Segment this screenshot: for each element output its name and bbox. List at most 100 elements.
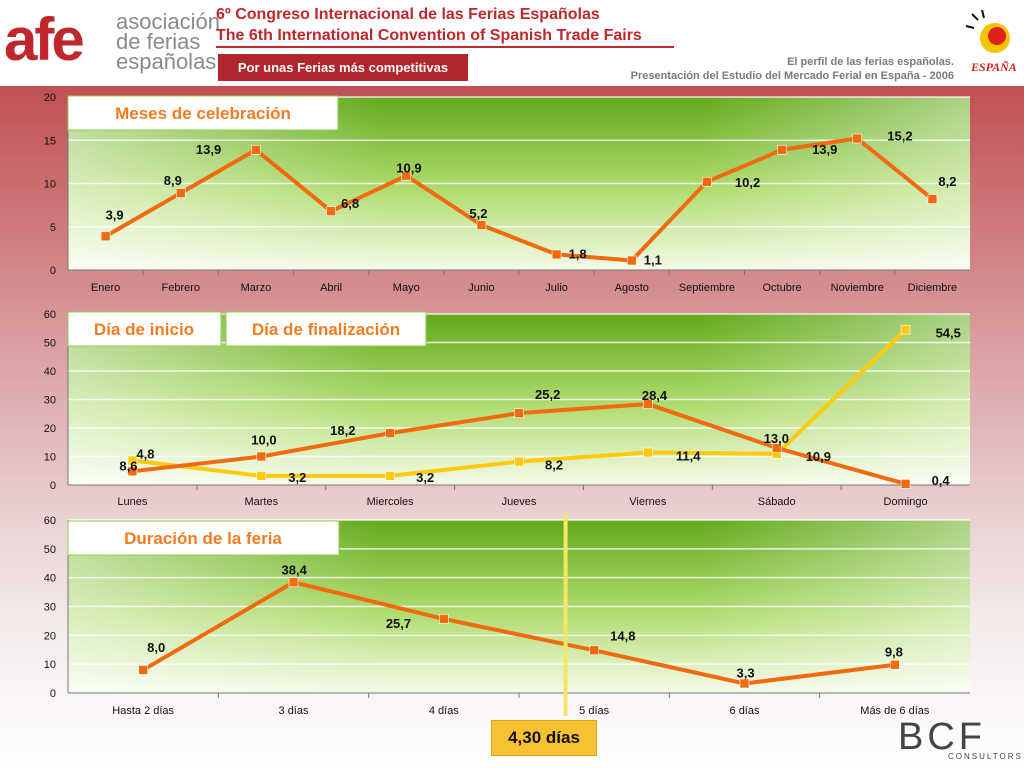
y-tick-label: 60	[44, 309, 56, 321]
bcf-logo-sub: CONSULTORS	[948, 752, 1023, 761]
bcf-logo: BCF CONSULTORS	[896, 716, 1021, 764]
sun-core-icon	[988, 27, 1006, 45]
x-tick-label: 3 días	[279, 705, 309, 716]
espana-logo: ESPAÑA	[965, 9, 1017, 74]
bcf-logo-text: BCF	[898, 716, 986, 758]
y-tick-label: 20	[44, 423, 56, 435]
data-point	[771, 443, 782, 453]
x-tick-label: Más de 6 días	[860, 705, 930, 716]
data-point	[401, 170, 412, 181]
y-tick-label: 30	[44, 395, 56, 407]
legend-inicio-box: Día de inicio	[67, 311, 222, 347]
y-tick-label: 0	[50, 480, 56, 492]
x-tick-label: Mayo	[393, 282, 420, 294]
data-label: 8,0	[147, 640, 165, 655]
x-tick-label: Diciembre	[908, 282, 958, 294]
x-tick-label: Septiembre	[679, 282, 735, 294]
chart-title-duracion: Duración de la feria	[124, 529, 282, 548]
legend-finalizacion: Día de finalización	[252, 320, 400, 339]
data-point	[256, 451, 267, 462]
title-underline	[216, 46, 674, 48]
x-tick-label: Viernes	[629, 496, 667, 508]
x-tick-label: Martes	[244, 496, 278, 508]
data-label: 25,2	[535, 387, 560, 402]
average-duration-badge: 4,30 días	[491, 720, 597, 756]
data-point	[900, 324, 911, 335]
presentation-subtitle-2: Presentación del Estudio del Mercado Fer…	[630, 70, 954, 82]
logo-line-3: españolas	[116, 49, 217, 74]
afe-logo: afe	[4, 6, 85, 73]
data-label: 13,0	[764, 431, 789, 446]
data-label: 3,3	[737, 665, 755, 680]
y-tick-label: 0	[50, 265, 56, 277]
afe-logo-text: asociación de ferias españolas	[116, 9, 220, 74]
series-line	[142, 580, 896, 686]
x-tick-label: Jueves	[502, 496, 537, 508]
x-tick-label: Agosto	[615, 282, 649, 294]
data-label: 8,6	[119, 458, 137, 473]
x-tick-label: Octubre	[763, 282, 802, 294]
data-label: 0,4	[932, 473, 951, 488]
data-point	[138, 665, 148, 675]
x-tick-label: Febrero	[161, 282, 200, 294]
data-point	[589, 645, 599, 656]
data-point	[643, 447, 653, 458]
data-label: 1,1	[644, 252, 662, 267]
data-label: 10,9	[396, 161, 421, 176]
y-tick-label: 50	[44, 338, 56, 350]
x-tick-label: Enero	[91, 282, 120, 294]
espana-logo-text: ESPAÑA	[970, 60, 1017, 74]
y-tick-label: 5	[50, 222, 56, 234]
data-label: 10,2	[735, 175, 760, 190]
x-tick-label: Sábado	[758, 496, 796, 508]
data-point	[514, 456, 524, 467]
x-tick-label: Domingo	[884, 496, 928, 508]
data-point	[326, 206, 336, 216]
data-label: 3,2	[288, 470, 306, 485]
x-tick-label: 4 días	[429, 705, 459, 716]
data-point	[385, 471, 395, 481]
data-point	[288, 577, 299, 588]
data-label: 13,9	[196, 142, 221, 157]
charts-area: 0 5 10 15 20 Enero Febrero Marzo Abril Mayo Junio J…	[44, 92, 970, 716]
y-tick-label: 30	[44, 602, 56, 614]
data-label: 25,7	[386, 616, 411, 631]
data-point	[127, 455, 138, 466]
data-point	[514, 408, 524, 418]
x-tick-label: Julio	[545, 282, 568, 294]
data-point	[702, 176, 712, 187]
y-tick-label: 0	[50, 688, 56, 700]
x-tick-label: Abril	[320, 282, 342, 294]
data-label: 13,9	[812, 142, 837, 157]
y-tick-label: 10	[44, 179, 56, 191]
chart-title-meses-box: Meses de celebración	[67, 95, 339, 131]
data-label: 1,8	[569, 246, 587, 261]
sun-rays-icon	[965, 9, 985, 29]
data-point	[175, 188, 186, 198]
logo-line-1: asociación	[116, 9, 220, 34]
data-point	[127, 466, 138, 477]
logo-line-2: de ferias	[116, 29, 201, 54]
data-point	[100, 231, 111, 242]
series-line	[104, 136, 934, 263]
x-tick-label: Miercoles	[367, 496, 415, 508]
data-point	[439, 614, 449, 624]
data-point	[476, 220, 487, 230]
data-point	[385, 428, 395, 438]
chart-titles: Meses de celebración Día de inicio Día d…	[67, 95, 427, 556]
data-point	[256, 471, 267, 481]
y-tick-label: 20	[44, 630, 56, 642]
x-tick-label: Noviembre	[831, 282, 884, 294]
y-tick-label: 40	[44, 366, 56, 378]
data-point	[777, 144, 787, 155]
tagline-banner: Por unas Ferias más competitivas	[218, 54, 468, 81]
data-label: 54,5	[936, 326, 961, 341]
data-point	[852, 133, 863, 144]
data-label: 8,2	[545, 458, 563, 473]
data-point	[551, 249, 562, 260]
data-label: 10,9	[806, 449, 831, 464]
legend-finalizacion-box: Día de finalización	[225, 311, 427, 347]
data-point	[643, 399, 653, 409]
legend-inicio: Día de inicio	[94, 320, 194, 339]
y-tick-label: 10	[44, 659, 56, 671]
